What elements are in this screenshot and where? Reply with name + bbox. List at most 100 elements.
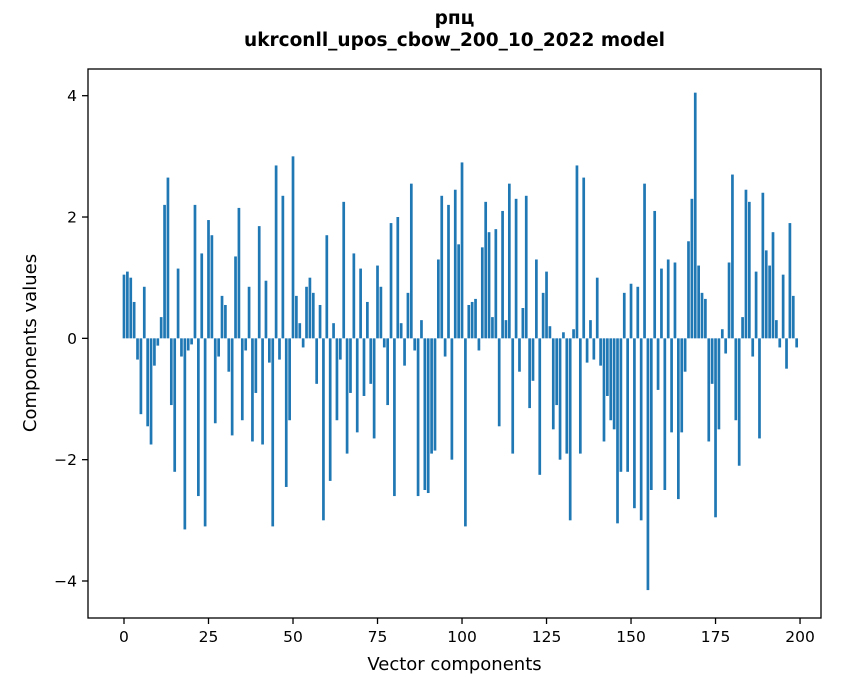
bar [254, 338, 258, 393]
bar [771, 232, 775, 339]
bar [217, 338, 220, 357]
bar [636, 286, 640, 339]
bar [639, 338, 643, 521]
bar [656, 338, 660, 390]
bar [132, 301, 136, 339]
bar [470, 301, 474, 339]
bar [582, 177, 586, 339]
bar [207, 220, 210, 339]
bar [720, 329, 724, 339]
chart-title-line2: ukrconll_upos_cbow_200_10_2022 model [244, 29, 665, 51]
bar [670, 338, 673, 433]
bar [497, 338, 501, 427]
x-tick-label: 75 [368, 628, 388, 646]
bar [450, 338, 454, 460]
bar [176, 268, 180, 339]
bar [210, 235, 214, 339]
bar [295, 295, 298, 339]
bar [423, 338, 427, 490]
bar [690, 198, 694, 339]
bar [396, 217, 400, 339]
bar [626, 338, 629, 472]
bar [504, 320, 508, 339]
bar [562, 332, 565, 339]
bar [474, 298, 477, 339]
bar [477, 338, 481, 351]
bar [183, 338, 187, 530]
bar [281, 195, 285, 339]
bar [589, 320, 592, 339]
bar [332, 323, 335, 339]
bar [653, 210, 657, 339]
bar [606, 338, 609, 396]
bar [342, 201, 346, 339]
chart-title-line1: рпц [434, 8, 475, 29]
bar [156, 338, 160, 346]
bar [369, 338, 373, 384]
bar [437, 259, 440, 339]
bar [453, 189, 457, 339]
bar [413, 338, 417, 351]
bar [528, 338, 531, 409]
bar [629, 283, 633, 339]
bar [220, 295, 224, 339]
bar [795, 338, 799, 348]
bar [619, 338, 623, 472]
bar [751, 338, 755, 357]
bar [376, 265, 379, 339]
bar [409, 183, 413, 339]
bar [616, 338, 619, 524]
bar [443, 338, 447, 357]
bar [325, 235, 329, 339]
bar [261, 338, 264, 445]
bar [754, 271, 758, 339]
bar [372, 338, 376, 439]
bar [717, 338, 721, 430]
bar [551, 338, 555, 430]
bar [139, 338, 143, 415]
bar [366, 301, 369, 339]
bar [737, 338, 741, 466]
bar [791, 295, 795, 339]
bar [555, 338, 559, 406]
bar [599, 338, 602, 366]
bar [142, 286, 146, 339]
bar [666, 259, 670, 339]
bar [541, 292, 545, 339]
bar [345, 338, 349, 454]
bar [464, 338, 467, 527]
bar [524, 195, 528, 339]
bar [440, 195, 444, 339]
bar [447, 204, 450, 339]
bar [271, 338, 275, 527]
bar [693, 92, 697, 339]
bar [335, 338, 339, 421]
x-tick-label: 100 [447, 628, 477, 646]
bar [646, 338, 650, 591]
bar [707, 338, 711, 442]
bar [146, 338, 150, 427]
bar [159, 317, 163, 339]
bar [355, 338, 359, 433]
bar [649, 338, 653, 490]
bar [362, 338, 366, 396]
y-tick-label: 0 [67, 330, 77, 348]
bar [514, 198, 518, 339]
bar [274, 165, 278, 339]
bar [731, 174, 734, 339]
bar [595, 277, 599, 339]
bar [338, 338, 342, 360]
bar [521, 308, 525, 339]
bar [747, 201, 751, 339]
bar [677, 338, 680, 500]
bar [153, 338, 156, 366]
bar [406, 292, 410, 339]
bar [633, 338, 636, 509]
x-tick-label: 25 [199, 628, 219, 646]
bar [460, 162, 464, 339]
bar [700, 292, 704, 339]
bar [724, 338, 728, 354]
bar [673, 262, 677, 339]
bar [585, 338, 589, 363]
bar [268, 338, 271, 363]
